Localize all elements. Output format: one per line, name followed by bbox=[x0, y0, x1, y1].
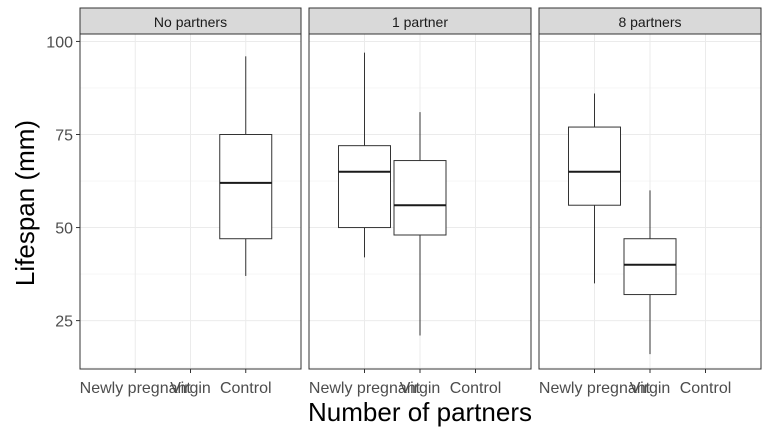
box-virgin bbox=[623, 190, 677, 355]
facet-panel-1: No partners bbox=[79, 7, 302, 370]
y-tick-label: 50 bbox=[55, 221, 73, 238]
x-tick-label: Control bbox=[450, 380, 502, 397]
facet-strip-label: No partners bbox=[154, 14, 227, 30]
x-tick-label: Virgin bbox=[170, 380, 211, 397]
y-axis: 25 50 75 100 bbox=[46, 34, 80, 331]
y-tick-label: 75 bbox=[55, 128, 73, 145]
box-control bbox=[219, 56, 273, 276]
facet-strip-label: 1 partner bbox=[392, 14, 448, 30]
box-iqr bbox=[393, 160, 447, 236]
x-tick-label: Control bbox=[680, 380, 732, 397]
facet-panel-3: 8 partners bbox=[538, 7, 762, 370]
box-iqr bbox=[623, 238, 677, 296]
box-iqr bbox=[219, 134, 273, 240]
x-tick-label: Newly pregnant bbox=[309, 380, 421, 397]
y-axis-title: Lifespan (mm) bbox=[10, 120, 40, 286]
x-tick-label: Virgin bbox=[400, 380, 441, 397]
facet-strip bbox=[308, 7, 532, 35]
box-newly-pregnant bbox=[568, 93, 621, 284]
x-axis-title: Number of partners bbox=[308, 397, 532, 427]
facet-panels: No partners 1 partner 8 partners bbox=[79, 7, 762, 370]
x-tick-label: Virgin bbox=[630, 380, 671, 397]
facet-strip bbox=[538, 7, 762, 35]
y-tick-label: 100 bbox=[46, 34, 73, 51]
facet-panel-2: 1 partner bbox=[308, 7, 532, 370]
box-virgin bbox=[393, 112, 447, 336]
x-tick-label: Newly pregnant bbox=[539, 380, 651, 397]
facet-strip bbox=[79, 7, 302, 35]
x-tick-label: Newly pregnant bbox=[80, 380, 192, 397]
box-newly-pregnant bbox=[338, 52, 391, 258]
y-tick-label: 25 bbox=[55, 314, 73, 331]
facet-strip-label: 8 partners bbox=[618, 14, 681, 30]
box-iqr bbox=[338, 145, 391, 229]
box-iqr bbox=[568, 126, 621, 206]
x-tick-label: Control bbox=[220, 380, 272, 397]
